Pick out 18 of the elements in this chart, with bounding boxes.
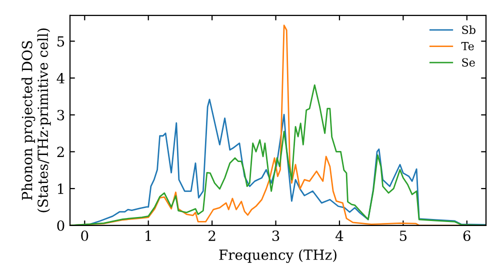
x-tick-label: 2 bbox=[208, 230, 216, 241]
x-tick-label: 4 bbox=[335, 230, 344, 241]
y-tick-label: 2 bbox=[57, 146, 64, 157]
y-tick-label: 4 bbox=[56, 73, 64, 84]
y-tick-label: 5 bbox=[57, 36, 64, 47]
y-tick-label: 3 bbox=[57, 110, 64, 120]
x-tick-label: 3 bbox=[272, 230, 280, 242]
x-tick-label: 1 bbox=[146, 230, 151, 241]
legend-label: Sb bbox=[462, 25, 476, 34]
x-axis-title: Frequency (THz) bbox=[219, 249, 336, 263]
x-tick-label: 0 bbox=[81, 230, 88, 242]
y-axis-title: Phonon projected DOS (States/THz·primitive cell) bbox=[22, 28, 51, 212]
x-tick-label: 6 bbox=[463, 230, 470, 242]
y-tick-label: 1 bbox=[58, 184, 64, 194]
x-tick-label: 5 bbox=[400, 230, 407, 242]
y-tick-label: 0 bbox=[57, 220, 64, 231]
legend-label: Se bbox=[462, 58, 475, 67]
legend-label: Te bbox=[461, 42, 474, 50]
